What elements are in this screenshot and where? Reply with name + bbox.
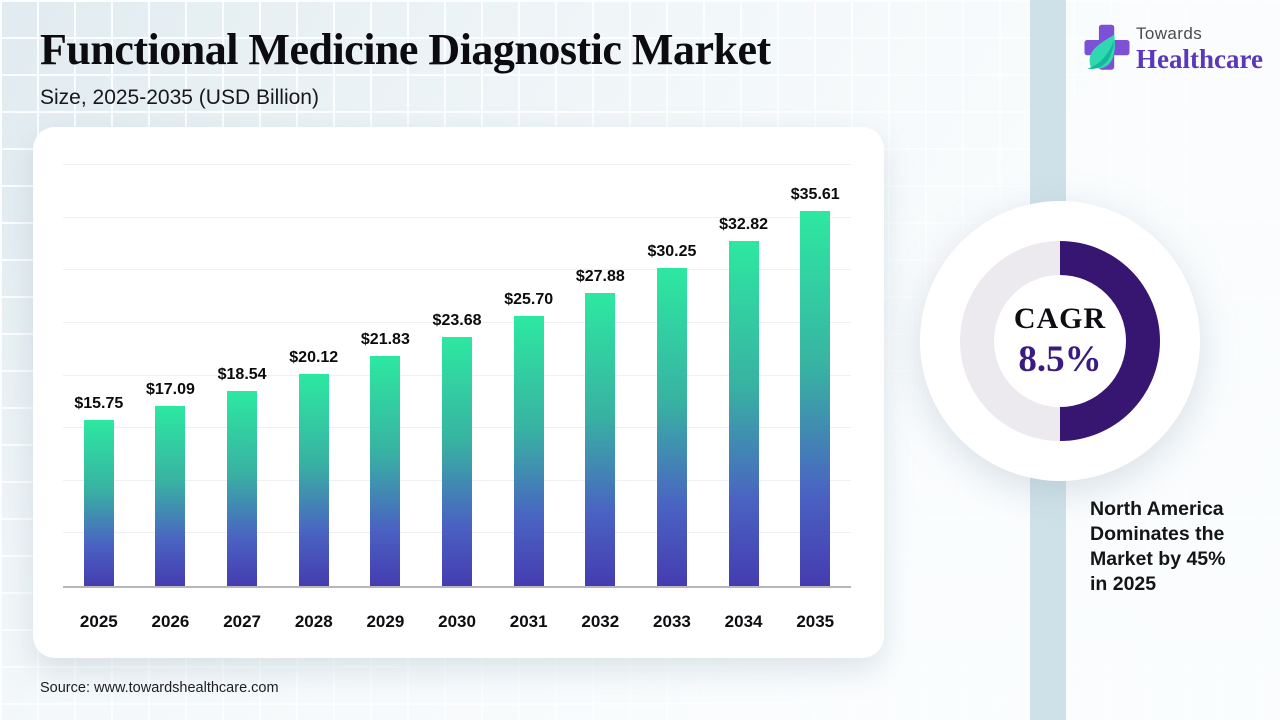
page-title: Functional Medicine Diagnostic Market: [40, 25, 771, 74]
bar: [585, 292, 616, 586]
x-axis-label: 2035: [796, 612, 835, 631]
source-text: Source: www.towardshealthcare.com: [40, 680, 279, 696]
gridline: [63, 269, 851, 271]
bar-column: $35.61: [779, 186, 851, 586]
bars-container: $15.75 $17.09 $18.54 $20.12 $21.83 $23.68 $25.…: [63, 165, 851, 586]
logo-healthcare-label: Healthcare: [1136, 44, 1263, 74]
header: Functional Medicine Diagnostic Market Si…: [40, 24, 771, 110]
bar-column: $25.70: [493, 291, 565, 586]
gridline: [63, 321, 851, 323]
x-axis-label: 2027: [223, 612, 262, 631]
bar: [227, 390, 258, 586]
x-axis-label: 2030: [438, 612, 476, 631]
x-axis-line: [63, 586, 851, 588]
bar-value-label: $27.88: [575, 267, 625, 285]
bar: [656, 267, 687, 586]
bar-column: $32.82: [708, 216, 780, 586]
x-axis-label: 2025: [79, 612, 118, 631]
cagr-donut-center: CAGR 8.5%: [994, 275, 1126, 407]
bar-value-label: $23.68: [432, 311, 482, 329]
towards-healthcare-logo: Towards Healthcare: [1080, 22, 1263, 76]
bar-value-label: $21.83: [360, 331, 410, 349]
page-subtitle: Size, 2025-2035 (USD Billion): [40, 86, 319, 109]
bar-value-label: $25.70: [504, 290, 554, 308]
chart-card: $15.75 $17.09 $18.54 $20.12 $21.83 $23.68 $25.…: [33, 127, 884, 658]
bar-column: $20.12: [278, 349, 350, 586]
gridline: [63, 164, 851, 165]
x-axis-label: 2034: [724, 612, 763, 631]
x-axis-label: 2029: [366, 612, 405, 631]
bar-value-label: $32.82: [719, 215, 769, 233]
healthcare-cross-leaf-icon: [1084, 24, 1130, 70]
bar-column: $17.09: [135, 381, 207, 586]
cagr-value: 8.5%: [1018, 338, 1102, 380]
bar-column: $27.88: [564, 268, 636, 586]
x-axis-label: 2032: [581, 612, 620, 631]
bar-value-label: $30.25: [647, 242, 697, 260]
bar-column: $15.75: [63, 395, 135, 586]
bar-chart-plot-area: $15.75 $17.09 $18.54 $20.12 $21.83 $23.68 $25.…: [63, 164, 851, 588]
bar-column: $30.25: [636, 243, 708, 586]
bar-column: $23.68: [421, 312, 493, 586]
x-axis-label: 2033: [653, 612, 691, 631]
logo-text: Towards Healthcare: [1136, 24, 1263, 76]
bar-column: $18.54: [206, 366, 278, 586]
gridline: [63, 216, 851, 218]
x-axis-label: 2028: [294, 612, 333, 631]
logo-towards-label: Towards: [1136, 24, 1203, 43]
bar: [370, 356, 401, 586]
bar: [513, 315, 544, 586]
cagr-donut-ring: CAGR 8.5%: [960, 241, 1160, 441]
north-america-callout: North America Dominates the Market by 45…: [1090, 498, 1226, 595]
bar: [83, 420, 114, 586]
x-axis-label: 2031: [509, 612, 548, 631]
cagr-label: CAGR: [1013, 301, 1107, 335]
bar: [728, 240, 759, 586]
bar-column: $21.83: [350, 331, 422, 586]
bar-value-label: $35.61: [790, 186, 840, 204]
bar-value-label: $15.75: [74, 395, 124, 413]
bar: [442, 336, 473, 586]
bar-value-label: $20.12: [289, 349, 339, 367]
x-axis-labels: 2025 2026 2027 2028 2029 2030 2031 2032 2033 2034…: [63, 612, 851, 632]
bar: [298, 374, 329, 586]
bar-value-label: $18.54: [217, 365, 267, 383]
cagr-donut-badge: CAGR 8.5%: [920, 201, 1200, 481]
x-axis-label: 2026: [151, 612, 190, 631]
bar: [155, 406, 186, 586]
bar: [800, 211, 831, 586]
bar-value-label: $17.09: [145, 381, 195, 399]
